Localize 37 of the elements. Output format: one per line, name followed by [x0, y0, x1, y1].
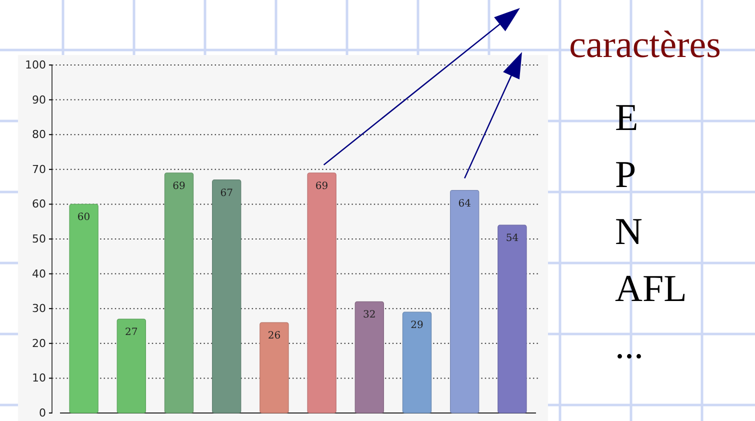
- data-label: 60: [77, 212, 90, 224]
- bar: [212, 180, 242, 414]
- y-tick-label: 50: [32, 232, 46, 246]
- bar: [354, 301, 384, 414]
- bar: [164, 172, 194, 414]
- y-tick-label: 100: [25, 58, 46, 72]
- y-tick-label: 30: [32, 302, 46, 316]
- text: AFL: [615, 268, 687, 310]
- text: N: [615, 211, 642, 253]
- y-tick-label: 20: [32, 336, 46, 350]
- text: E: [615, 97, 638, 139]
- text: ...: [615, 325, 644, 367]
- y-tick-label: 70: [32, 162, 46, 176]
- data-label: 69: [172, 180, 186, 192]
- y-tick-label: 60: [32, 198, 46, 211]
- bar: [260, 322, 289, 414]
- data-label: 32: [363, 310, 376, 321]
- data-label: 67: [220, 188, 233, 199]
- bar: [498, 224, 527, 414]
- text: caractères: [569, 24, 721, 66]
- bar: [69, 204, 98, 414]
- data-label: 69: [315, 180, 328, 192]
- bar: [402, 312, 432, 414]
- data-label: 29: [410, 320, 424, 332]
- y-tick-label: 0: [39, 406, 46, 420]
- data-label: 27: [125, 327, 138, 338]
- bar: [116, 318, 146, 414]
- y-tick-label: 10: [32, 372, 46, 385]
- data-label: 26: [268, 330, 281, 342]
- data-label: 64: [458, 198, 471, 210]
- y-tick-label: 90: [32, 93, 46, 106]
- bar: [307, 172, 336, 414]
- bar: [450, 190, 480, 414]
- y-tick-label: 80: [32, 128, 46, 142]
- y-tick-label: 40: [32, 267, 46, 280]
- text: P: [615, 154, 636, 196]
- data-label: 54: [506, 233, 519, 244]
